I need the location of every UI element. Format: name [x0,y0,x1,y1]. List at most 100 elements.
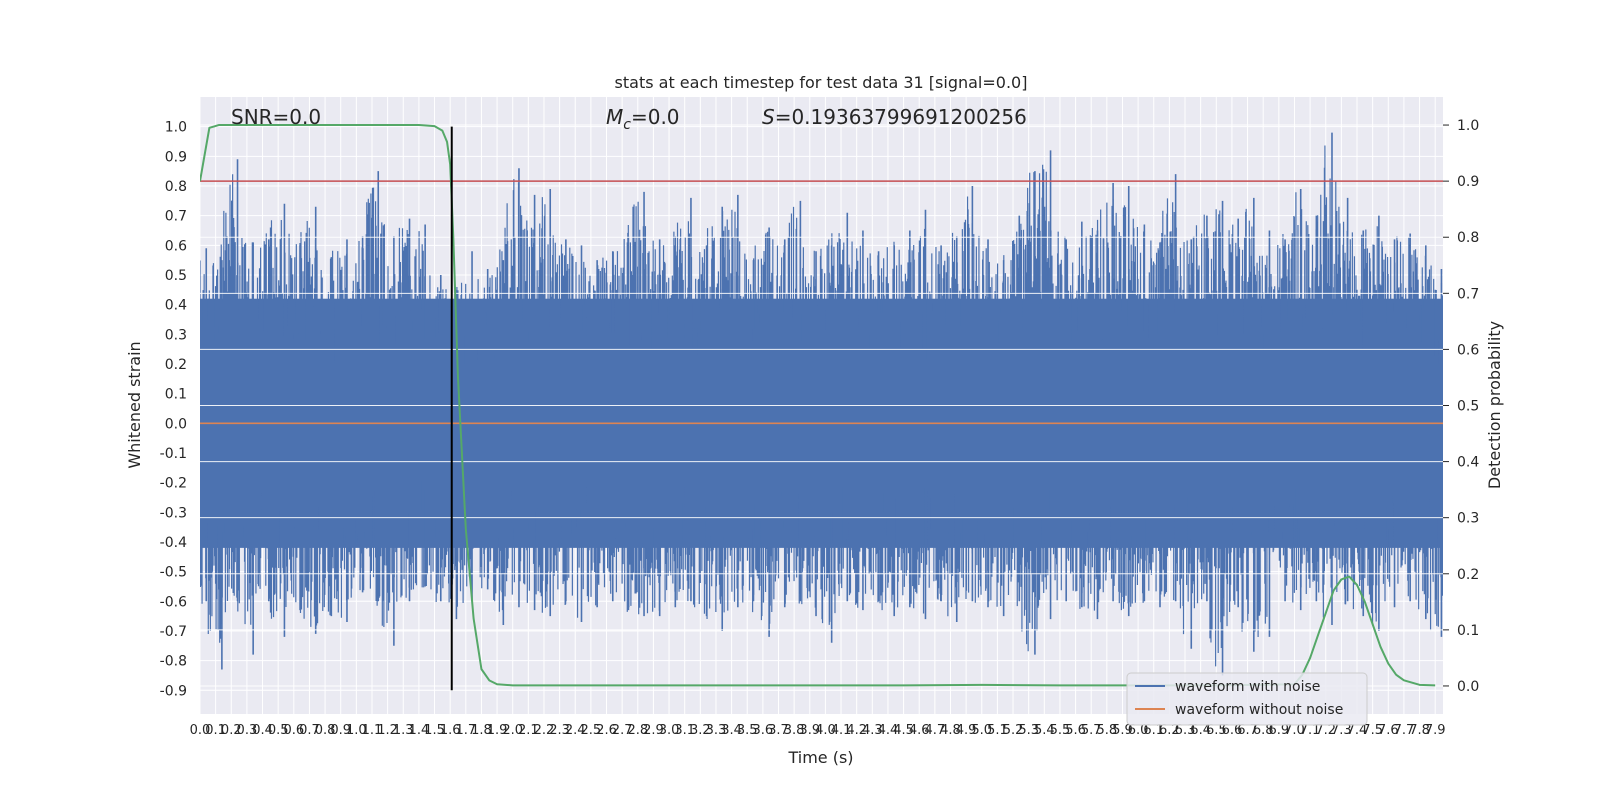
x-tick-label: 7.0 [1284,723,1305,738]
x-tick-label: 4.5 [893,723,914,738]
x-ticks: 0.00.10.20.30.40.50.60.70.80.91.01.11.21… [190,723,1446,738]
x-tick-label: 5.8 [1096,723,1117,738]
y-tick-label: -0.8 [160,654,187,670]
x-tick-label: 1.9 [487,723,508,738]
x-tick-label: 1.5 [424,723,445,738]
y-tick-label: -0.1 [160,446,187,462]
score-symbol: S [762,105,775,129]
x-tick-label: 5.3 [1018,723,1039,738]
y-tick-label: 0.9 [165,149,187,165]
x-tick-label: 7.5 [1362,723,1383,738]
y-right-tick-label: 1.0 [1457,118,1479,134]
x-tick-label: 6.7 [1237,723,1258,738]
x-tick-label: 3.0 [659,723,680,738]
x-tick-label: 1.6 [440,723,461,738]
y-tick-label: 0.5 [165,268,187,284]
x-tick-label: 6.6 [1222,723,1243,738]
x-tick-label: 6.1 [1143,723,1164,738]
y-right-tick-label: 0.0 [1457,679,1479,695]
y-ticks: 1.0 0.9 0.8 0.7 0.6 0.5 0.4 0.3 0.2 0.1 0.0 -0.1 -0.… [160,120,187,700]
chirp-mass-subscript: c [623,117,631,133]
y-tick-label: 0.8 [165,179,187,195]
x-tick-label: 2.7 [612,723,633,738]
y-tick-label: 0.0 [165,416,187,432]
x-tick-label: 3.1 [674,723,695,738]
x-tick-label: 3.3 [706,723,727,738]
x-tick-label: 0.5 [268,723,289,738]
y-axis-label: Whitened strain [125,341,144,468]
x-tick-label: 0.2 [221,723,242,738]
y-tick-label: -0.5 [160,565,187,581]
x-tick-label: 5.0 [971,723,992,738]
x-tick-label: 0.3 [237,723,258,738]
x-tick-label: 6.3 [1175,723,1196,738]
x-tick-label: 4.0 [815,723,836,738]
y-right-tick-label: 0.4 [1457,455,1479,471]
legend-box [1126,672,1368,726]
x-tick-label: 0.0 [190,723,211,738]
x-tick-label: 7.6 [1378,723,1399,738]
y-tick-label: 0.7 [165,209,187,225]
y-tick-label: -0.6 [160,594,187,610]
score-annotation: S=0.19363799691200256 [762,105,1027,129]
y-tick-label: 1.0 [165,120,187,136]
y-tick-label: -0.9 [160,683,187,699]
x-tick-label: 7.4 [1347,723,1368,738]
x-tick-label: 4.8 [940,723,961,738]
y-right-tick-label: 0.6 [1457,342,1479,358]
y-tick-label: -0.3 [160,505,187,521]
chirp-mass-value: =0.0 [631,105,680,129]
y-right-tick-label: 0.9 [1457,174,1479,190]
score-value: =0.19363799691200256 [775,105,1027,129]
x-tick-label: 2.8 [627,723,648,738]
y-tick-label: -0.7 [160,624,187,640]
x-tick-label: 2.2 [534,723,555,738]
x-tick-label: 1.1 [362,723,383,738]
x-tick-label: 7.7 [1394,723,1415,738]
x-tick-label: 7.9 [1425,723,1446,738]
x-tick-label: 2.4 [565,723,586,738]
chart-title: stats at each timestep for test data 31 … [615,73,1028,92]
x-tick-label: 3.8 [784,723,805,738]
x-tick-label: 7.8 [1409,723,1430,738]
x-tick-label: 0.1 [205,723,226,738]
x-tick-label: 2.1 [518,723,539,738]
y-tick-label: -0.2 [160,476,187,492]
x-tick-label: 6.9 [1268,723,1289,738]
x-tick-label: 2.0 [502,723,523,738]
detection-probability-curve [200,124,1436,687]
x-tick-label: 1.3 [393,723,414,738]
x-tick-label: 3.4 [721,723,742,738]
x-axis-label: Time (s) [787,748,853,767]
x-tick-label: 5.1 [987,723,1008,738]
y-right-tick-label: 0.2 [1457,567,1479,583]
y-tick-label: 0.4 [165,298,187,314]
x-tick-label: 5.2 [1003,723,1024,738]
x-tick-label: 3.2 [690,723,711,738]
x-tick-label: 7.3 [1331,723,1352,738]
y-tick-label: 0.2 [165,357,187,373]
x-tick-label: 5.9 [1112,723,1133,738]
waveform-with-noise [200,145,1443,667]
x-tick-label: 6.2 [1159,723,1180,738]
chirp-mass-symbol: M [606,105,623,129]
x-tick-label: 6.4 [1190,723,1211,738]
y-right-tick-label: 0.3 [1457,511,1479,527]
x-tick-label: 0.6 [283,723,304,738]
x-tick-label: 0.8 [315,723,336,738]
x-tick-label: 6.0 [1128,723,1149,738]
chirp-mass-annotation: Mc=0.0 [606,105,680,133]
x-tick-label: 4.1 [831,723,852,738]
x-tick-label: 3.6 [753,723,774,738]
x-tick-label: 4.9 [956,723,977,738]
x-tick-label: 1.0 [346,723,367,738]
y-right-tick-label: 0.1 [1457,623,1479,639]
x-tick-label: 5.6 [1065,723,1086,738]
x-tick-label: 4.3 [862,723,883,738]
x-tick-label: 1.7 [455,723,476,738]
x-tick-label: 6.5 [1206,723,1227,738]
y-ticks-right: 1.0 0.9 0.8 0.7 0.6 0.5 0.4 0.3 0.2 0.1 0.0 [1443,118,1479,695]
x-tick-label: 0.4 [252,723,273,738]
y-tick-label: 0.3 [165,327,187,343]
